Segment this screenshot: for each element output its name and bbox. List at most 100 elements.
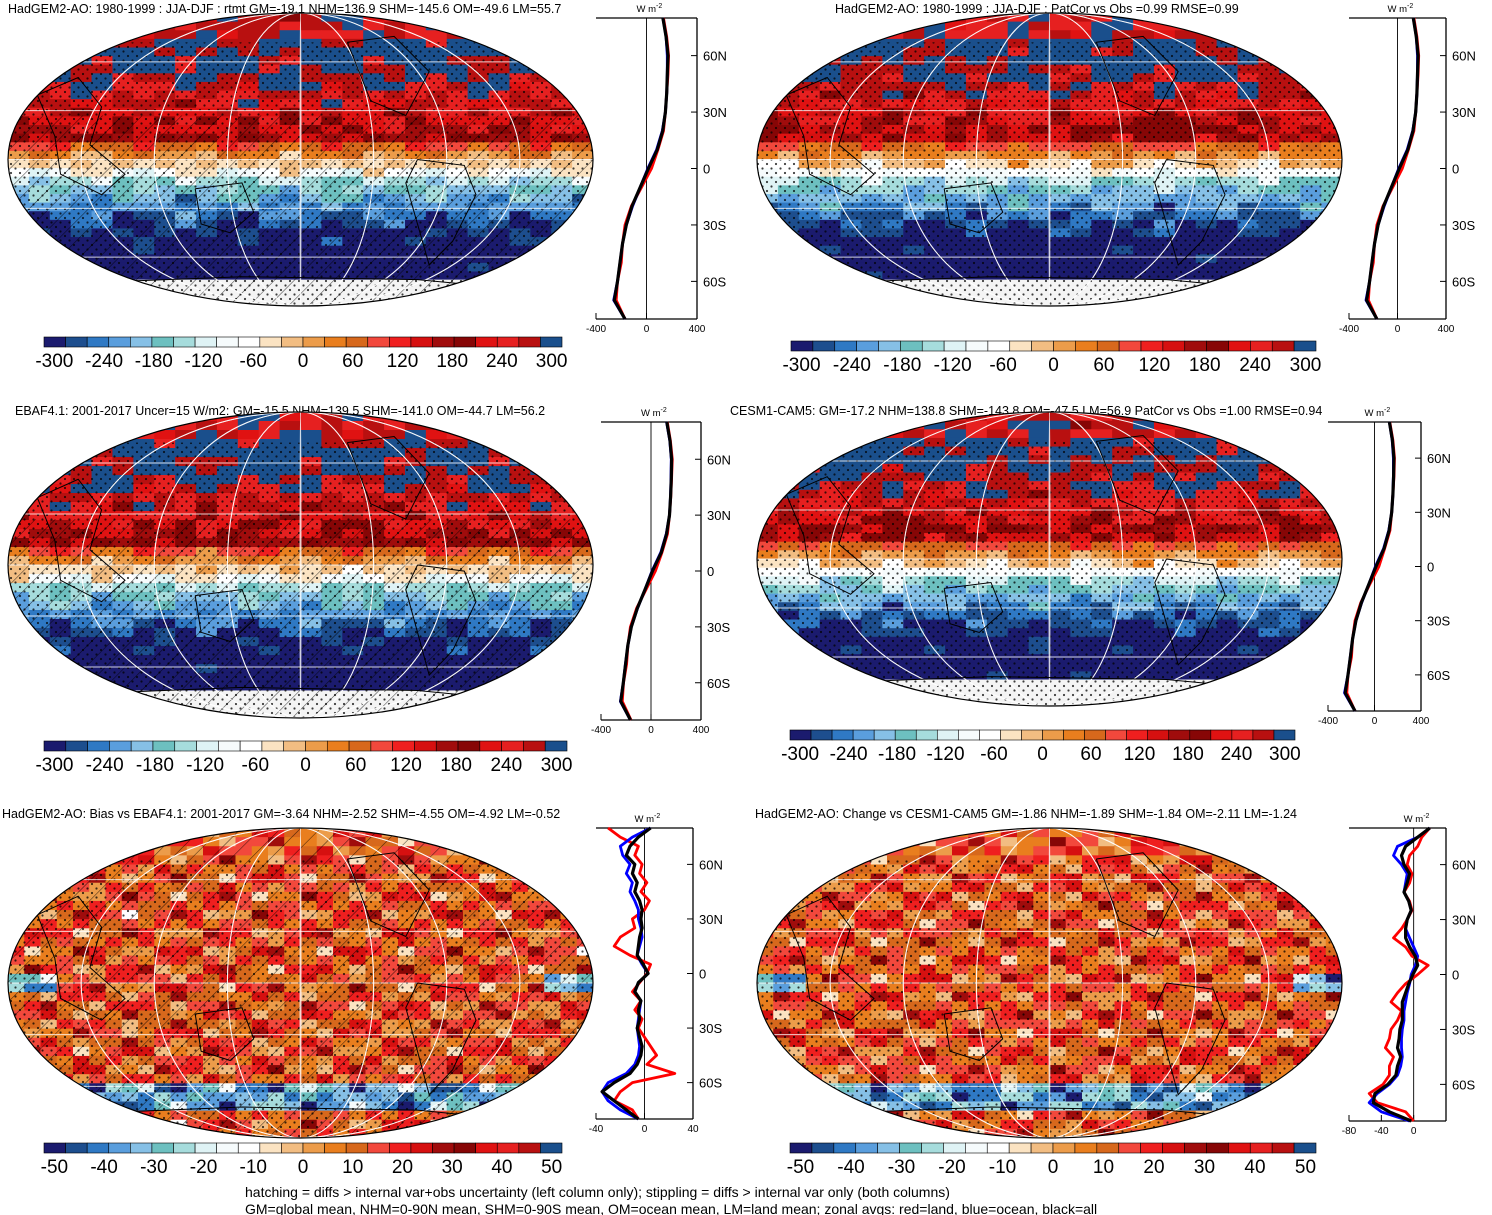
map-cell [840,38,863,49]
map-cell [91,21,114,31]
map-cell [840,271,863,281]
map-cell [551,475,573,485]
map-cell [1237,420,1260,430]
map-cell [572,297,593,306]
map-cell [70,682,93,692]
zonal-lat-tick-label: 30S [703,218,726,233]
map-cell [572,430,593,440]
zonal-unit-label: W m-2 [1388,3,1414,15]
colorbar-tick-label: -60 [240,351,267,372]
map-cell [757,429,779,439]
map-cell [924,697,946,706]
map-cell [28,280,51,290]
map-cell [1258,297,1280,306]
map-cell [757,81,779,92]
zonal-line-land [614,17,670,320]
map-cell [1300,30,1322,40]
map-cell [572,502,593,512]
map-cell [798,56,821,66]
map-cell [1007,13,1030,23]
map-cell [903,30,925,40]
map-cell [8,846,25,856]
map-cell [551,682,573,692]
map-cell [511,864,529,875]
map-cell [1028,429,1051,439]
map-cell [861,280,883,290]
map-cell [1321,697,1342,706]
map-cell [551,655,573,665]
map-cell [551,691,573,701]
map-cell [49,457,72,467]
map-cell [572,30,593,40]
colorbar-swatch [1189,729,1212,741]
map-cell [560,873,578,884]
map-cell [1007,30,1030,40]
map-cell [40,855,58,866]
map-cell [91,288,114,298]
map-cell [572,90,593,100]
map-cell [1070,420,1092,430]
map-cell [757,73,779,83]
map-cell [576,873,593,884]
map-cell [70,47,93,57]
colorbar-swatch [432,336,455,348]
map-cell [467,21,490,31]
map-cell [70,262,93,273]
map-cell [321,13,343,23]
map-cell [8,245,30,255]
map-cell [1133,30,1155,40]
map-cell [530,673,552,683]
colorbar-swatch [921,340,945,352]
map-cell [509,439,531,449]
map-cell [1300,697,1322,706]
zonal-lat-tick-label: 60S [1452,274,1475,289]
graticule-meridian [80,412,521,718]
colorbar-swatch [1206,340,1229,352]
coastline [785,76,875,196]
map-cell [840,437,863,448]
map-cell [572,421,593,431]
coastline [1154,558,1226,666]
map-cell [112,30,134,40]
map-cell [8,882,25,893]
map-cell [1321,463,1342,474]
map-cell [49,288,72,298]
map-cell [1237,429,1260,439]
zonal-line-all [619,421,674,721]
map-cell [840,671,863,681]
map-cell [488,439,511,449]
map-cell [777,472,800,482]
map-cell [425,30,448,40]
map-cell [175,709,197,718]
map-cell [777,73,800,83]
map-cell [798,13,821,23]
map-cell [154,30,176,40]
map-cell [446,700,469,710]
map-cell [279,412,302,422]
map-cell [986,420,1009,430]
zonal-x-tick-label: 0 [1372,716,1378,727]
colorbar-swatch [174,740,197,752]
map-cell [757,245,779,255]
map-cell [1321,219,1342,230]
map-cell [551,288,573,298]
map-cell [8,439,30,449]
map-cell [1133,429,1155,439]
zonal-lat-tick-label: 30S [707,620,730,635]
map-cell [903,297,925,306]
map-cell [819,437,842,448]
map-cell [511,837,529,847]
map-cell [488,709,511,718]
map-cell [572,448,593,458]
map-cell [798,288,821,298]
zonal-line-ocean [612,17,669,320]
map-cell [446,421,469,431]
map-cell [300,30,322,40]
map-cell [965,429,988,439]
panel-4: CESM1-CAM5: GM=-17.2 NHM=138.8 SHM=-143.… [730,404,1451,765]
colorbar-swatch [43,336,66,348]
map-cell [1237,38,1260,49]
map-cell [28,297,51,306]
